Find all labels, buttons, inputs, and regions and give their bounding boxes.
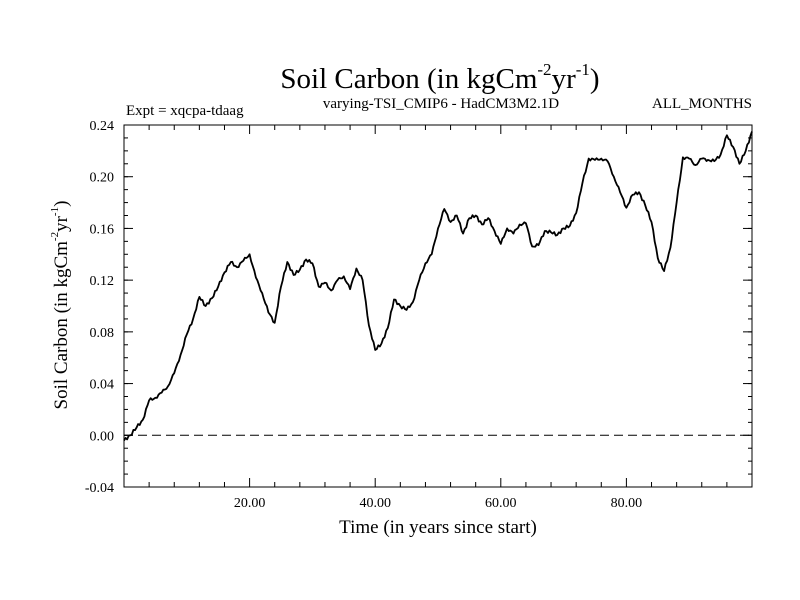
y-tick-label: 0.16	[90, 222, 115, 237]
series-line-soil-carbon	[123, 131, 753, 441]
x-tick-label: 40.00	[359, 496, 391, 511]
y-tick-label: 0.00	[90, 429, 115, 444]
y-tick-label: 0.08	[90, 326, 115, 341]
x-tick-label: 80.00	[611, 496, 643, 511]
y-tick-label: 0.04	[90, 378, 115, 393]
minor-ticks	[124, 124, 752, 488]
subtitle-experiment: Expt = xqcpa-tdaag	[126, 103, 244, 119]
series-group	[123, 131, 753, 441]
y-tick-label: 0.20	[90, 171, 115, 186]
x-axis: 20.00 40.00 60.00 80.00	[234, 125, 642, 511]
y-tick-label: -0.04	[85, 481, 114, 496]
subtitle-months: ALL_MONTHS	[652, 96, 752, 112]
y-axis-label: Soil Carbon (in kgCm-2yr-1)	[49, 201, 72, 410]
x-tick-label: 60.00	[485, 496, 517, 511]
y-axis: -0.04 0.00 0.04 0.08 0.12 0.16 0.20 0.24	[85, 119, 752, 496]
plot-frame	[123, 124, 753, 488]
x-tick-label: 20.00	[234, 496, 266, 511]
chart-title: Soil Carbon (in kgCm-2yr-1)	[280, 60, 599, 95]
y-tick-label: 0.12	[90, 274, 115, 289]
subtitle-model: varying-TSI_CMIP6 - HadCM3M2.1D	[323, 96, 559, 112]
x-axis-label: Time (in years since start)	[339, 517, 537, 538]
y-tick-label: 0.24	[90, 119, 115, 134]
